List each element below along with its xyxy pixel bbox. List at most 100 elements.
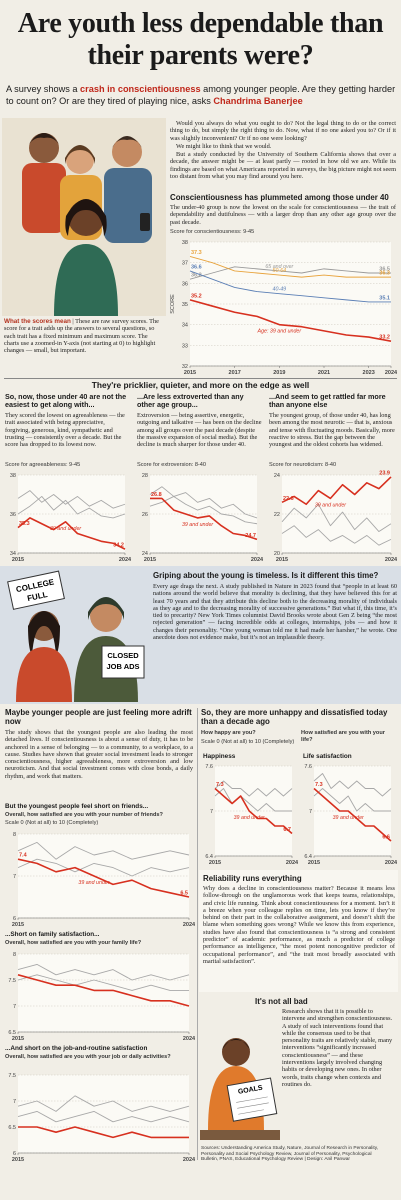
x-tick-label: 2024 bbox=[385, 370, 397, 375]
chart-title: Happiness bbox=[203, 753, 236, 760]
text: The youngest group, of those under 40, h… bbox=[269, 412, 395, 449]
series-name: 39 and under bbox=[333, 815, 364, 821]
series-line bbox=[281, 525, 392, 546]
y-tick-label: 34 bbox=[182, 323, 188, 329]
text: Every age drags the next. A study publis… bbox=[153, 583, 397, 642]
plot-area bbox=[150, 475, 257, 553]
question: Overall, how satisfied are you with your… bbox=[5, 812, 163, 818]
value-label: 37.3 bbox=[191, 250, 202, 256]
sign-text: JOB ADS bbox=[106, 662, 139, 671]
value-label: 6.6 bbox=[382, 835, 390, 841]
series-line bbox=[17, 1110, 190, 1123]
series-line bbox=[189, 256, 391, 278]
paragraph: We might like to think that we would. bbox=[176, 142, 272, 150]
heading: So, they are more unhappy and dissatisfi… bbox=[201, 708, 388, 727]
text: Research shows that it is possible to in… bbox=[282, 1008, 393, 1088]
chart-title: Score for agreeableness: 9-45 bbox=[5, 462, 81, 468]
x-tick-label: 2023 bbox=[363, 370, 375, 375]
series-line bbox=[313, 787, 392, 842]
x-tick-label: 2024 bbox=[385, 860, 397, 865]
value-label: 7.4 bbox=[19, 853, 28, 859]
series-name: 39 and under bbox=[182, 522, 213, 528]
chart: 6 7 8 2015 2024 7.4 6.5 39 and under bbox=[12, 832, 195, 927]
series-line bbox=[189, 266, 391, 280]
series-line bbox=[313, 788, 391, 812]
x-tick-label: 2015 bbox=[308, 860, 320, 865]
value-label: 23.9 bbox=[379, 470, 390, 476]
series-name: 40-49 bbox=[273, 287, 287, 293]
x-tick-label: 2015 bbox=[12, 922, 24, 927]
heading: ...And seem to get rattled far more than… bbox=[269, 392, 386, 410]
score-note: What the scores mean | These are raw sur… bbox=[4, 318, 159, 355]
x-tick-label: 2015 bbox=[12, 1157, 24, 1162]
series-name: 39 and under bbox=[234, 815, 265, 821]
series-line bbox=[17, 1095, 190, 1112]
chart: 6.5 7 7.5 8 2015 2024 bbox=[8, 952, 195, 1041]
series-line bbox=[281, 476, 392, 506]
sources: Sources: Understanding America Study, Na… bbox=[201, 1146, 379, 1163]
y-tick-label: 7 bbox=[210, 809, 213, 815]
y-tick-label: 7 bbox=[13, 874, 16, 880]
text: Why does a decline in conscientiousness … bbox=[203, 885, 395, 965]
value-label: 35.2 bbox=[191, 293, 202, 299]
x-tick-label: 2015 bbox=[276, 557, 288, 562]
chart-title: Score for conscientiousness: 9-45 bbox=[170, 229, 255, 235]
y-tick-label: 6.4 bbox=[205, 854, 213, 860]
chart-title: Life satisfaction bbox=[303, 753, 352, 760]
value-label: 36.2 bbox=[191, 273, 202, 279]
x-tick-label: 2019 bbox=[273, 370, 285, 375]
series-name: 39 and under bbox=[78, 880, 109, 886]
y-tick-label: 8 bbox=[13, 832, 16, 838]
x-tick-label: 2017 bbox=[229, 370, 241, 375]
plot-area bbox=[18, 475, 125, 553]
question: How happy are you? bbox=[201, 730, 256, 736]
intro: Would you always do what you ought to do… bbox=[170, 120, 396, 181]
title: Are youth less dependable than their par… bbox=[17, 8, 384, 71]
question: Overall, how satisfied are you with your… bbox=[5, 1054, 171, 1060]
author: Chandrima Banerjee bbox=[213, 95, 303, 106]
deck-text: A survey shows a bbox=[6, 84, 81, 94]
x-tick-label: 2021 bbox=[318, 370, 330, 375]
series-line bbox=[17, 841, 190, 860]
y-tick-label: 6 bbox=[13, 916, 16, 922]
scale: Scale 0 (Not at all) to 10 (Completely) bbox=[201, 739, 295, 745]
value-label: 33.2 bbox=[379, 335, 390, 341]
value-label: 36.3 bbox=[379, 271, 390, 277]
x-tick-label: 2015 bbox=[12, 1036, 24, 1041]
series-line bbox=[214, 788, 292, 812]
question: Overall, how satisfied are you with your… bbox=[5, 940, 142, 946]
x-tick-label: 2024 bbox=[183, 1036, 195, 1041]
x-tick-label: 2015 bbox=[12, 557, 24, 562]
series-line bbox=[149, 496, 258, 525]
sign-text: FULL bbox=[26, 590, 48, 603]
illustration-protest: COLLEGE FULL CLOSED JOB ADS bbox=[7, 570, 145, 702]
y-tick-label: 26 bbox=[142, 512, 148, 518]
value-label: 35.3 bbox=[19, 521, 30, 527]
series-line bbox=[17, 490, 126, 509]
x-tick-label: 2024 bbox=[286, 860, 298, 865]
paragraph: Would you always do what you ought to do… bbox=[170, 120, 396, 142]
y-tick-label: 6.5 bbox=[8, 1030, 16, 1036]
y-tick-label: 7.6 bbox=[205, 764, 213, 770]
series-line bbox=[189, 299, 392, 342]
x-tick-label: 2015 bbox=[184, 370, 196, 375]
value-label: 26.8 bbox=[151, 492, 162, 498]
series-line bbox=[150, 497, 258, 541]
plot-area bbox=[18, 954, 189, 1032]
series-line bbox=[281, 503, 392, 532]
y-tick-label: 6.5 bbox=[8, 1125, 16, 1131]
paragraph: But a study conducted by the University … bbox=[170, 151, 396, 181]
value-label: 6.7 bbox=[283, 827, 291, 833]
sign-text: CLOSED bbox=[107, 651, 139, 660]
series-line bbox=[18, 1126, 189, 1139]
x-tick-label: 2015 bbox=[144, 557, 156, 562]
y-tick-label: 34 bbox=[10, 551, 16, 557]
y-tick-label: 24 bbox=[142, 551, 148, 557]
y-tick-label: 7 bbox=[13, 1004, 16, 1010]
series-line bbox=[149, 486, 258, 519]
series-line bbox=[214, 780, 293, 797]
chart-title: Score for neuroticism: 8-40 bbox=[269, 462, 337, 468]
x-tick-label: 2024 bbox=[385, 557, 397, 562]
series-name: Age: 39 and under bbox=[257, 329, 302, 335]
